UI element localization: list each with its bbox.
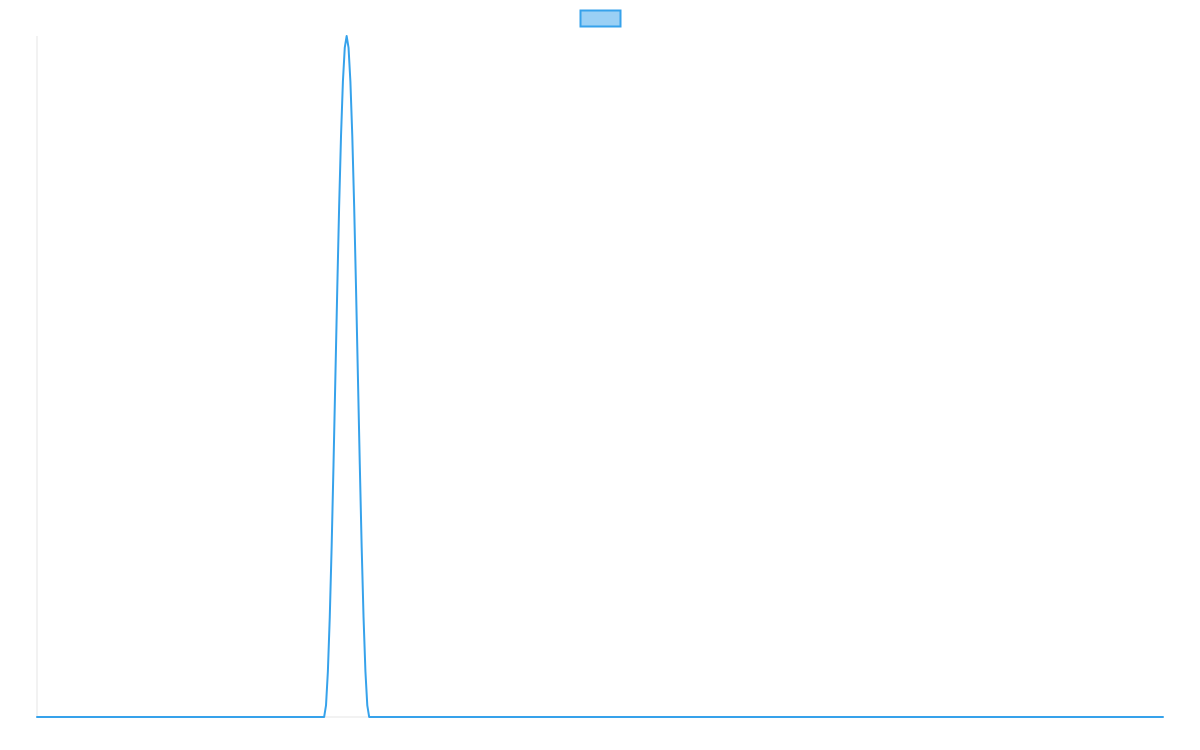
legend-swatch-0[interactable] [579, 9, 622, 28]
series-layer [36, 35, 1164, 718]
legend[interactable] [579, 9, 622, 28]
series-line-0 [36, 35, 1164, 718]
axes-layer [36, 36, 1163, 718]
